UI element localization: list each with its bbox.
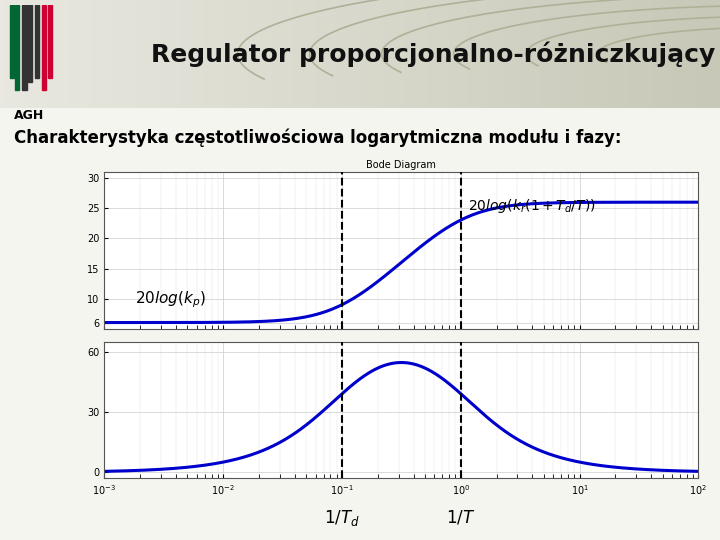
Bar bbox=[28, 5, 32, 82]
Bar bbox=[22, 5, 27, 90]
Text: $\mathit{1/T_d}$: $\mathit{1/T_d}$ bbox=[324, 508, 360, 528]
Bar bbox=[35, 5, 40, 78]
Bar bbox=[48, 5, 52, 78]
Text: $\mathit{20log(k_r(1+T_d/T))}$: $\mathit{20log(k_r(1+T_d/T))}$ bbox=[468, 197, 595, 214]
Text: AGH: AGH bbox=[14, 109, 45, 122]
Text: Regulator proporcjonalno-różniczkujący PD: Regulator proporcjonalno-różniczkujący P… bbox=[151, 41, 720, 67]
Title: Bode Diagram: Bode Diagram bbox=[366, 160, 436, 170]
Bar bbox=[9, 5, 14, 78]
Bar bbox=[15, 5, 19, 90]
Text: $\mathit{1/T}$: $\mathit{1/T}$ bbox=[446, 508, 475, 526]
Text: $\mathit{20log(k_p)}$: $\mathit{20log(k_p)}$ bbox=[135, 289, 206, 310]
Text: Charakterystyka częstotliwościowa logarytmiczna modułu i fazy:: Charakterystyka częstotliwościowa logary… bbox=[14, 129, 622, 147]
Bar bbox=[42, 5, 46, 90]
